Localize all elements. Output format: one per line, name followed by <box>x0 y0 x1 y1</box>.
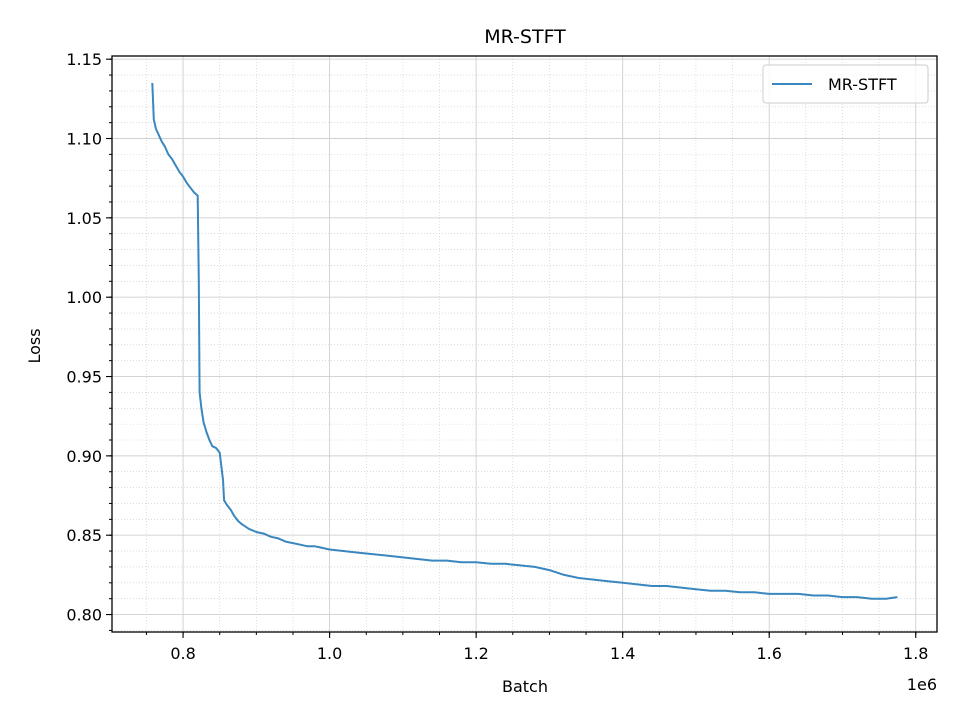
x-tick-label: 1.0 <box>317 644 342 663</box>
x-tick-label: 1.8 <box>903 644 928 663</box>
major-grid <box>112 56 937 632</box>
series-layer <box>151 82 898 600</box>
chart-title: MR-STFT <box>484 26 566 48</box>
y-axis-ticks: 0.80 0.85 0.90 0.95 1.00 1.05 1.10 1.15 <box>66 50 112 631</box>
x-tick-label: 1.6 <box>756 644 781 663</box>
y-tick-label: 1.15 <box>66 50 102 69</box>
x-tick-label: 0.8 <box>170 644 195 663</box>
x-tick-label: 1.2 <box>463 644 488 663</box>
minor-grid <box>112 56 937 632</box>
series-line-mr-stft <box>151 82 898 600</box>
y-axis-label: Loss <box>25 328 44 363</box>
y-tick-label: 1.00 <box>66 288 102 307</box>
y-tick-label: 0.85 <box>66 526 102 545</box>
x-axis-label: Batch <box>502 677 548 696</box>
legend: MR-STFT <box>762 64 929 104</box>
x-axis-ticks: 0.8 1.0 1.2 1.4 1.6 1.8 <box>145 632 928 663</box>
legend-label: MR-STFT <box>828 75 897 94</box>
y-tick-label: 0.80 <box>66 606 102 625</box>
legend-box <box>762 64 929 104</box>
y-tick-label: 1.05 <box>66 209 102 228</box>
y-tick-label: 1.10 <box>66 130 102 149</box>
y-tick-label: 0.90 <box>66 447 102 466</box>
x-tick-label: 1.4 <box>610 644 635 663</box>
plot-frame <box>111 55 938 633</box>
y-tick-label: 0.95 <box>66 368 102 387</box>
x-axis-offset-label: 1e6 <box>907 675 937 694</box>
